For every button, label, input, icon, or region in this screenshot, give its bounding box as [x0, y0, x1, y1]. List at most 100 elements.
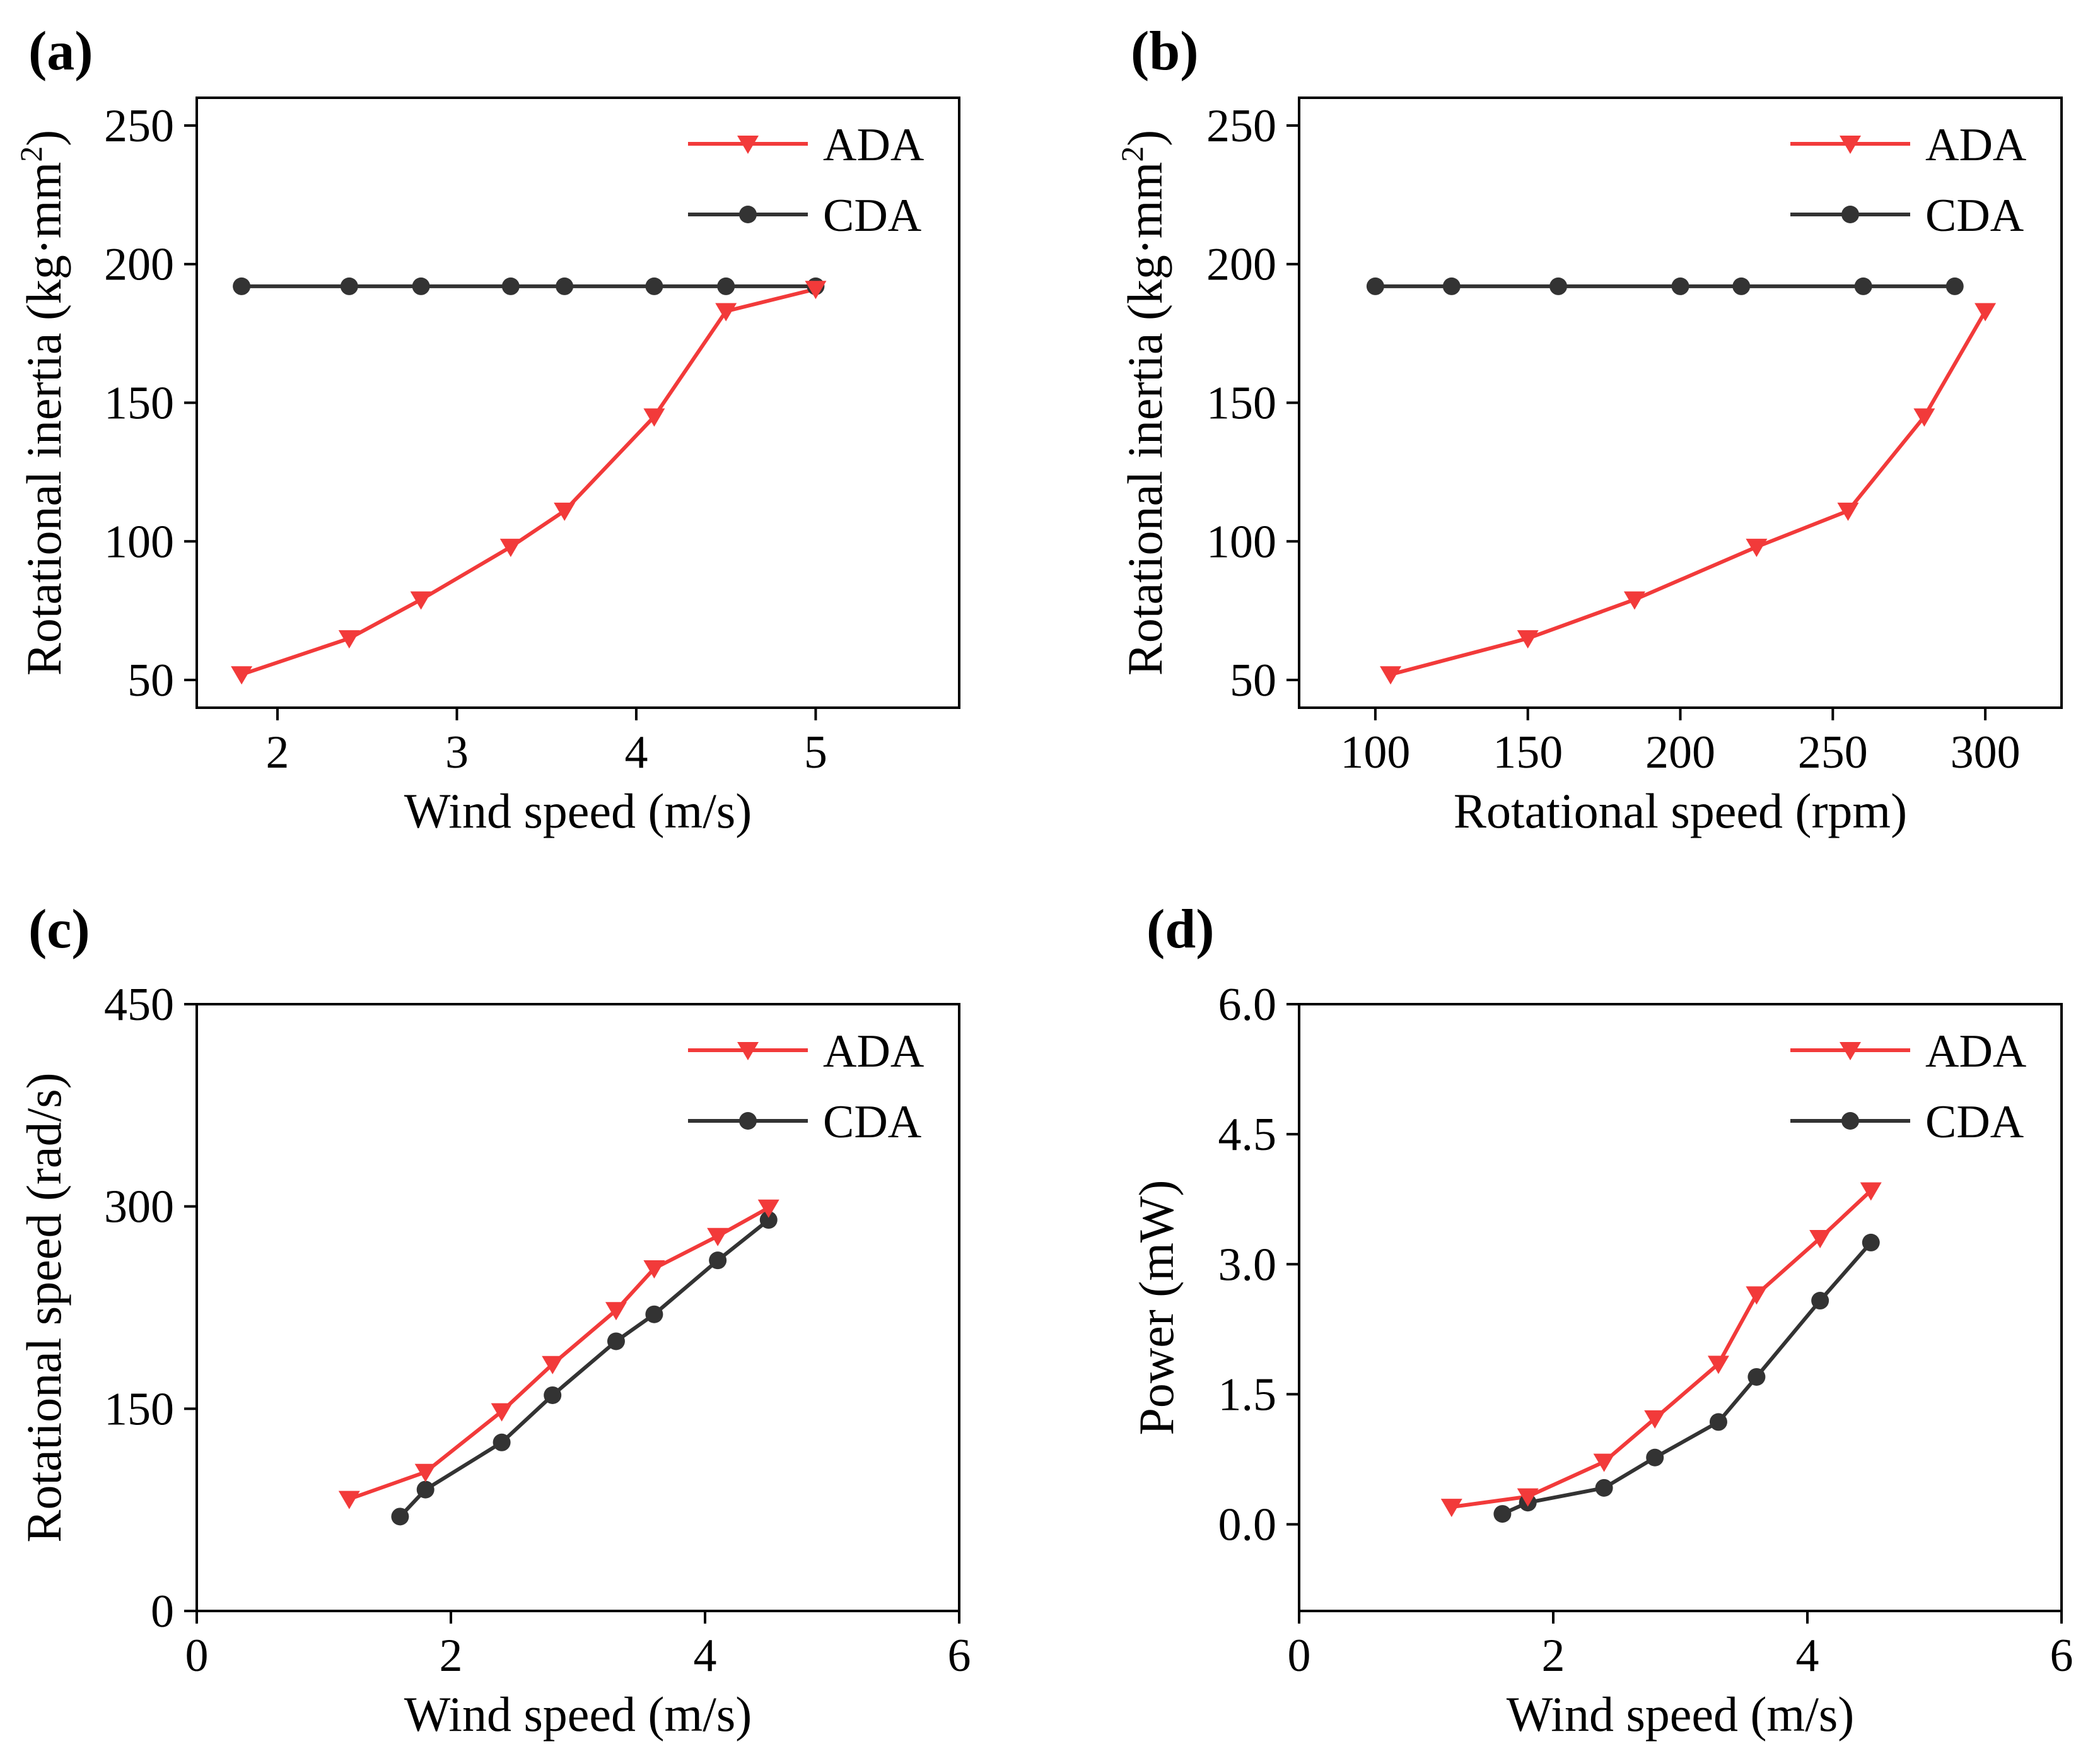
x-tick-label-d: 0 — [1288, 1630, 1311, 1682]
data-point-ada-c — [757, 1199, 779, 1218]
panel-a: (a) 2 3 4 5 50 100 150 200 250 Wind speed (m/s) Rot… — [13, 21, 960, 838]
data-point-cda-c — [709, 1251, 727, 1270]
data-point-ada-a — [643, 408, 665, 427]
legend-marker-cda-c — [739, 1112, 757, 1130]
legend-b: ADA CDA — [1790, 119, 2026, 242]
series-line-cda-c — [399, 1218, 770, 1518]
data-point-ada-d — [1644, 1410, 1666, 1429]
panel-label-b: (b) — [1131, 21, 1199, 82]
x-tick-label-b: 250 — [1798, 727, 1868, 778]
y-axis-label-b: Rotational inertia (kg·mm2) — [1114, 130, 1172, 676]
x-tick-label-a: 4 — [624, 727, 648, 778]
data-point-ada-a — [805, 281, 827, 300]
x-axis-label-b: Rotational speed (rpm) — [1454, 783, 1907, 838]
x-axis-label-d: Wind speed (m/s) — [1507, 1687, 1854, 1742]
series-line-ada-b — [1390, 310, 1987, 677]
data-point-ada-a — [715, 303, 737, 322]
data-point-ada-b — [1517, 630, 1539, 649]
y-tick-label-a: 150 — [104, 378, 174, 430]
y-tick-label-b: 150 — [1206, 378, 1276, 430]
data-point-ada-b — [1623, 591, 1645, 610]
y-tick-label-d: 1.5 — [1218, 1369, 1277, 1420]
data-point-ada-a — [338, 630, 360, 649]
legend-d: ADA CDA — [1790, 1026, 2026, 1148]
data-point-ada-d — [1517, 1488, 1539, 1507]
x-tick-label-a: 3 — [445, 727, 469, 778]
y-axis-label-text-a: Rotational inertia (kg·mm — [16, 162, 71, 676]
panel-b: (b)100 150 200 250 30050100150200250Rotation… — [1114, 21, 2063, 838]
data-point-cda-c — [759, 1211, 778, 1229]
data-point-ada-b — [1746, 539, 1768, 558]
y-axis-label-c: Rotational speed (rad/s) — [16, 1072, 71, 1542]
y-axis-label-a: Rotational inertia (kg·mm2) — [13, 130, 71, 676]
data-point-cda-a — [645, 277, 663, 295]
data-point-cda-d — [1811, 1292, 1829, 1310]
y-axis-label-text-d: Power (mW) — [1129, 1180, 1184, 1435]
data-point-ada-a — [231, 666, 253, 685]
y-axis-label-tail-a: ) — [16, 130, 71, 146]
x-tick-label-b: 300 — [1951, 727, 2021, 778]
legend-label-ada-a: ADA — [823, 119, 924, 171]
legend-label-ada-d: ADA — [1925, 1026, 2026, 1077]
data-point-ada-c — [605, 1302, 627, 1321]
data-point-cda-c — [645, 1305, 663, 1323]
data-point-ada-b — [1913, 408, 1935, 427]
legend-marker-ada-d — [1840, 1042, 1861, 1060]
data-point-cda-d — [1493, 1505, 1512, 1523]
y-tick-label-c: 300 — [104, 1181, 174, 1233]
legend-label-cda-d: CDA — [1925, 1096, 2024, 1148]
x-tick-label-c: 4 — [694, 1630, 717, 1682]
y-tick-label-b: 250 — [1206, 100, 1276, 152]
y-tick-label-b: 50 — [1230, 655, 1276, 706]
data-point-cda-b — [1732, 277, 1751, 295]
y-axis-label-text-c: Rotational speed (rad/s) — [16, 1072, 71, 1542]
plot-frame-c — [195, 1003, 960, 1612]
legend-marker-cda-b — [1841, 206, 1859, 223]
y-axis-label-superscript-b: 2 — [1114, 146, 1150, 162]
y-tick-label-a: 250 — [104, 100, 174, 152]
data-point-ada-c — [338, 1490, 360, 1509]
y-tick-label-d: 0.0 — [1218, 1499, 1277, 1551]
y-tick-label-d: 4.5 — [1218, 1109, 1277, 1161]
series-line-ada-d — [1451, 1189, 1872, 1509]
y-axis-label-tail-b: ) — [1117, 130, 1172, 146]
y-tick-label-a: 200 — [104, 239, 174, 291]
x-tick-label-d: 6 — [2050, 1630, 2074, 1682]
data-point-cda-c — [391, 1508, 409, 1526]
y-tick-label-c: 0 — [151, 1586, 174, 1637]
panel-label-d: (d) — [1146, 899, 1215, 960]
data-point-cda-b — [1945, 277, 1964, 295]
data-point-cda-a — [717, 277, 735, 295]
data-point-cda-a — [412, 277, 430, 295]
x-tick-label-b: 150 — [1493, 727, 1563, 778]
y-tick-label-c: 450 — [104, 979, 174, 1031]
data-point-ada-d — [1860, 1182, 1882, 1201]
data-point-ada-c — [643, 1260, 665, 1279]
data-point-cda-c — [544, 1386, 562, 1404]
data-point-ada-a — [410, 591, 432, 610]
y-axis-label-d: Power (mW) — [1129, 1180, 1184, 1435]
x-axis-label-c: Wind speed (m/s) — [404, 1687, 752, 1742]
x-tick-label-a: 2 — [266, 727, 289, 778]
data-point-ada-d — [1746, 1286, 1768, 1305]
y-tick-label-a: 50 — [127, 655, 174, 706]
x-tick-label-c: 0 — [185, 1630, 209, 1682]
data-point-cda-d — [1747, 1367, 1766, 1386]
data-point-ada-a — [554, 502, 576, 521]
data-point-ada-d — [1809, 1230, 1831, 1249]
y-axis-label-text-b: Rotational inertia (kg·mm — [1117, 162, 1172, 676]
legend-marker-cda-d — [1841, 1112, 1859, 1130]
data-point-ada-b — [1380, 666, 1402, 685]
data-point-ada-b — [1975, 303, 1997, 322]
data-point-cda-d — [1646, 1448, 1664, 1467]
legend-label-ada-c: ADA — [823, 1026, 924, 1077]
legend-label-ada-b: ADA — [1925, 119, 2026, 171]
legend-marker-cda-a — [739, 206, 757, 223]
y-tick-label-c: 150 — [104, 1383, 174, 1435]
legend-label-cda-a: CDA — [823, 190, 921, 242]
data-point-ada-d — [1440, 1499, 1462, 1518]
x-tick-label-b: 200 — [1645, 727, 1715, 778]
legend-a: ADA CDA — [688, 119, 924, 242]
x-tick-label-c: 6 — [948, 1630, 971, 1682]
x-axis-label-a: Wind speed (m/s) — [404, 783, 752, 838]
